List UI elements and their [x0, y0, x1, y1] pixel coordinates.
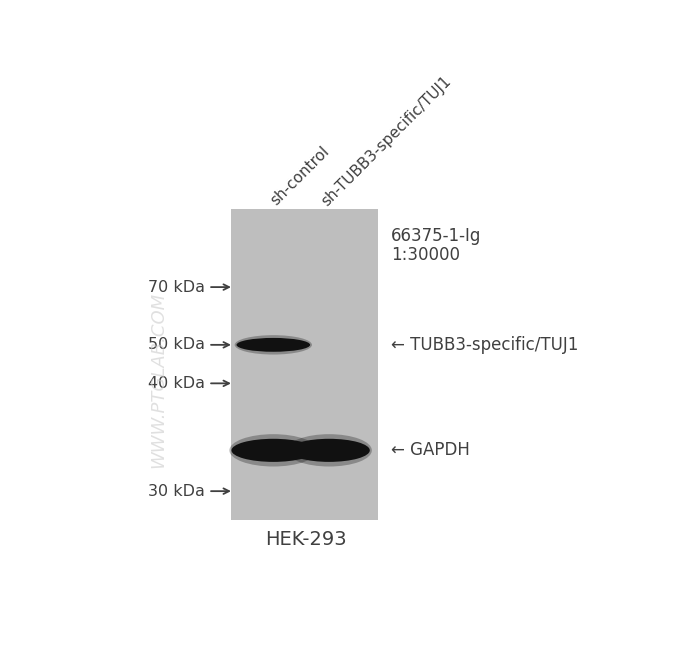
- Text: sh-TUBB3-specific/TUJ1: sh-TUBB3-specific/TUJ1: [318, 73, 454, 209]
- Text: sh-control: sh-control: [268, 144, 333, 209]
- Ellipse shape: [231, 439, 315, 462]
- Text: WWW.PTGLAB.COM: WWW.PTGLAB.COM: [150, 292, 168, 467]
- Ellipse shape: [229, 434, 318, 467]
- Text: 50 kDa: 50 kDa: [148, 337, 205, 352]
- Text: 66375-1-Ig: 66375-1-Ig: [391, 226, 481, 244]
- Text: 1:30000: 1:30000: [391, 246, 460, 264]
- Ellipse shape: [288, 439, 370, 462]
- Ellipse shape: [286, 434, 372, 467]
- Text: 30 kDa: 30 kDa: [148, 484, 205, 499]
- Text: HEK-293: HEK-293: [265, 530, 347, 549]
- Text: 70 kDa: 70 kDa: [148, 280, 205, 294]
- Bar: [231, 209, 378, 519]
- Text: ← TUBB3-specific/TUJ1: ← TUBB3-specific/TUJ1: [391, 336, 579, 354]
- Ellipse shape: [235, 335, 312, 354]
- Ellipse shape: [237, 338, 310, 352]
- Text: 40 kDa: 40 kDa: [148, 376, 205, 391]
- Text: ← GAPDH: ← GAPDH: [391, 442, 470, 459]
